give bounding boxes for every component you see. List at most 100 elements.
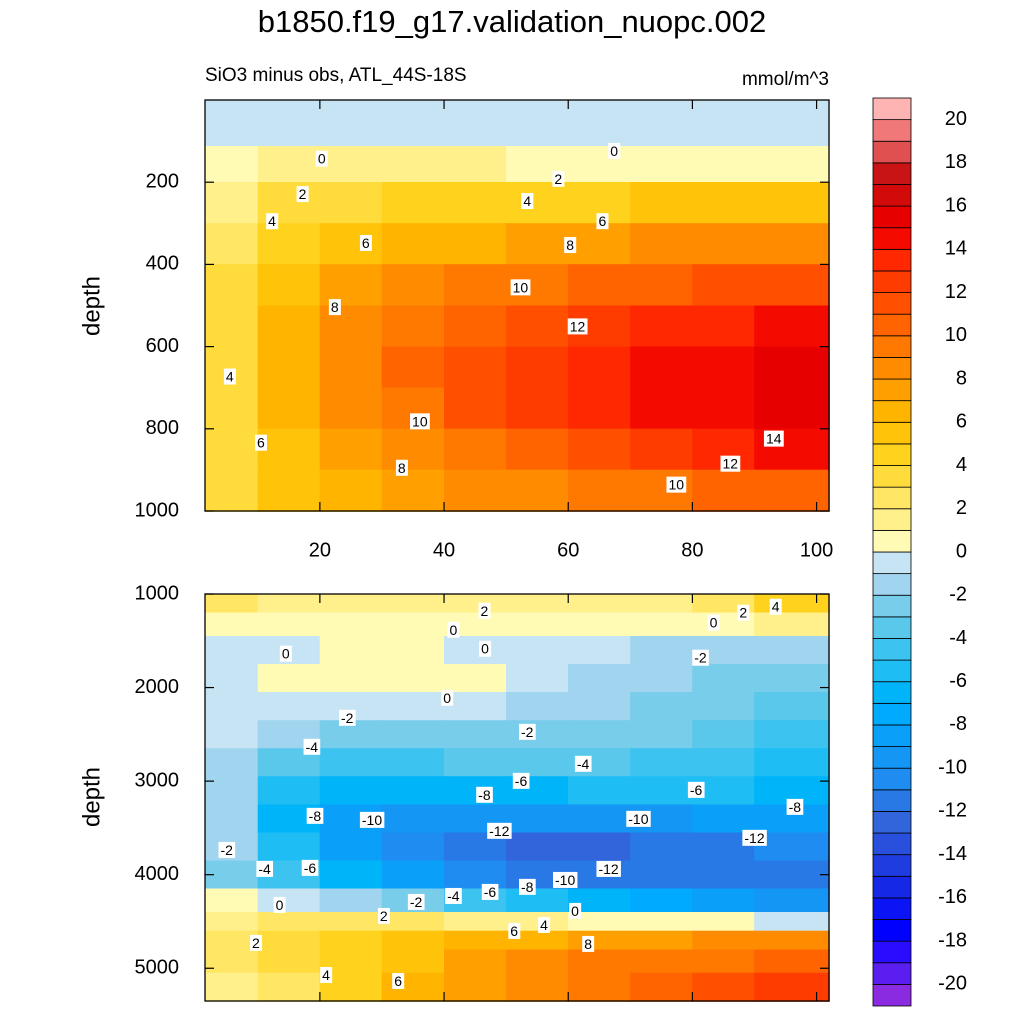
- colorbar-box: [872, 227, 912, 250]
- colorbar-box: [872, 443, 912, 466]
- contour-label: 6: [257, 435, 265, 451]
- contour-label-box: [273, 896, 286, 913]
- contour-label: 14: [766, 431, 782, 447]
- contour-cell: [692, 146, 756, 183]
- contour-cell: [257, 972, 321, 1002]
- contour-label: 2: [554, 171, 562, 187]
- contour-cell: [204, 264, 259, 307]
- contour-cell: [381, 930, 445, 951]
- contour-cell: [204, 664, 259, 693]
- colorbar-box: [872, 897, 912, 920]
- contour-cell: [505, 182, 569, 224]
- contour-label-box: [769, 598, 782, 615]
- y-tick-label: 2000: [135, 676, 180, 698]
- contour-cell: [568, 949, 631, 974]
- contour-cell: [630, 692, 694, 721]
- x-tick-label: 60: [557, 539, 579, 561]
- contour-cell: [257, 692, 321, 721]
- contour-cell: [443, 692, 507, 721]
- contour-label: 10: [513, 279, 529, 295]
- contour-cell: [257, 949, 321, 974]
- contour-cell: [381, 99, 445, 122]
- contour-cell: [381, 305, 445, 348]
- contour-cell: [754, 612, 830, 637]
- contour-label: 0: [318, 151, 326, 167]
- contour-label-box: [519, 878, 536, 895]
- contour-cell: [630, 949, 694, 974]
- contour-label-box: [720, 455, 741, 472]
- contour-label-box: [569, 902, 582, 919]
- contour-label-box: [303, 738, 321, 755]
- contour-cell: [630, 264, 694, 307]
- contour-cell: [381, 346, 445, 389]
- contour-cell: [443, 664, 507, 693]
- contour-cell: [257, 428, 321, 471]
- contour-cell: [754, 692, 830, 721]
- colorbar-tick-label: -12: [938, 800, 967, 822]
- contour-cell: [319, 264, 383, 307]
- contour-cell: [754, 346, 830, 389]
- contour-cell: [381, 593, 445, 614]
- colorbar-tick-label: 10: [945, 324, 967, 346]
- contour-cell: [630, 120, 694, 147]
- contour-cell: [204, 305, 259, 348]
- colorbar-box: [872, 465, 912, 488]
- colorbar-box: [872, 854, 912, 877]
- contour-label-box: [254, 434, 267, 451]
- contour-cell: [692, 748, 756, 778]
- contour-cell: [630, 387, 694, 430]
- colorbar-box: [872, 508, 912, 531]
- contour-cell: [257, 593, 321, 614]
- contour-cell: [443, 146, 507, 183]
- contour-cell: [568, 182, 631, 224]
- contour-cell: [505, 120, 569, 147]
- contour-label: -2: [521, 724, 534, 740]
- contour-cell: [443, 346, 507, 389]
- contour-label: 0: [571, 903, 579, 919]
- contour-cell: [630, 832, 694, 862]
- contour-label-box: [692, 649, 709, 666]
- contour-cell: [319, 930, 383, 951]
- contour-cell: [630, 748, 694, 778]
- contour-label-box: [596, 213, 609, 230]
- contour-cell: [319, 612, 383, 637]
- contour-cell: [754, 223, 830, 266]
- colorbar-box: [872, 638, 912, 661]
- contour-label-box: [487, 822, 512, 839]
- contour-cell: [568, 593, 631, 614]
- contour-cell: [443, 748, 507, 778]
- contour-cell: [505, 692, 569, 721]
- colorbar-box: [872, 811, 912, 834]
- colorbar-box: [872, 270, 912, 293]
- contour-cell: [443, 223, 507, 266]
- colorbar-box: [872, 594, 912, 618]
- contour-label: -2: [694, 650, 707, 666]
- contour-label: -4: [577, 756, 590, 772]
- contour-cell: [754, 972, 830, 1002]
- contour-cell: [630, 223, 694, 266]
- contour-label-box: [626, 810, 651, 827]
- contour-cell: [257, 930, 321, 951]
- contour-label: 0: [449, 622, 457, 638]
- contour-label-box: [508, 922, 521, 939]
- contour-label: 6: [362, 235, 370, 251]
- contour-cell: [204, 120, 259, 147]
- contour-label: 0: [282, 646, 290, 662]
- contour-cell: [319, 469, 383, 512]
- contour-cell: [630, 99, 694, 122]
- contour-label-box: [359, 811, 385, 828]
- contour-cell: [568, 346, 631, 389]
- contour-label: 0: [276, 897, 284, 913]
- contour-label-box: [519, 723, 536, 740]
- contour-cell: [505, 428, 569, 471]
- colorbar-box: [872, 789, 912, 812]
- contour-cell: [692, 664, 756, 693]
- colorbar-tick-label: 6: [956, 411, 967, 433]
- contour-cell: [630, 664, 694, 693]
- contour-label-box: [510, 279, 531, 296]
- contour-cell: [257, 264, 321, 307]
- contour-cell: [381, 120, 445, 147]
- contour-cell: [204, 635, 259, 665]
- contour-cell: [257, 832, 321, 862]
